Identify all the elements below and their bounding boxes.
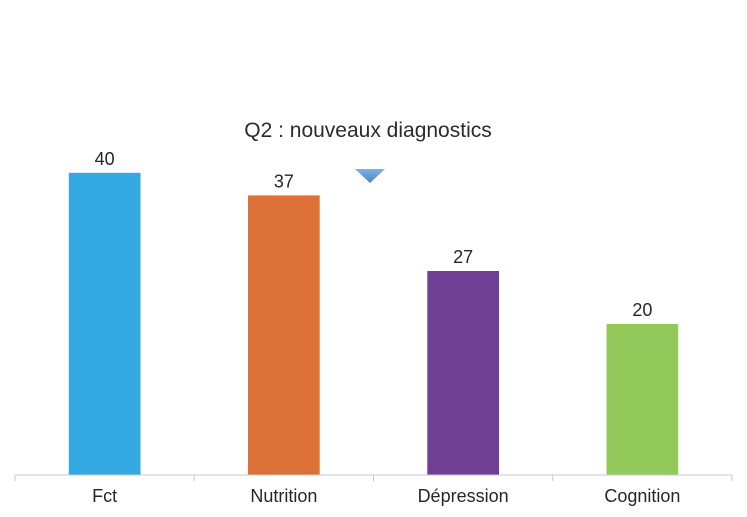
x-tick-label: Dépression <box>418 486 509 506</box>
bar-fct <box>68 172 141 476</box>
data-label: 37 <box>274 171 294 191</box>
data-label: 40 <box>95 149 115 169</box>
bar-depression <box>427 271 499 475</box>
x-tick-label: Fct <box>92 486 117 506</box>
bars-layer <box>68 172 679 476</box>
bar-nutrition <box>248 195 320 475</box>
bar-cognition <box>606 323 679 475</box>
x-tick-label: Nutrition <box>250 486 317 506</box>
chart-title: Q2 : nouveaux diagnostics <box>244 119 492 142</box>
data-label: 20 <box>632 300 652 320</box>
data-labels-layer: 40 37 27 20 <box>95 149 653 320</box>
data-label: 27 <box>453 247 473 267</box>
x-axis-tick-labels: Fct Nutrition Dépression Cognition <box>92 486 680 506</box>
x-axis-ticks <box>14 475 733 481</box>
triangle-down-icon <box>355 169 385 183</box>
x-tick-label: Cognition <box>604 486 680 506</box>
